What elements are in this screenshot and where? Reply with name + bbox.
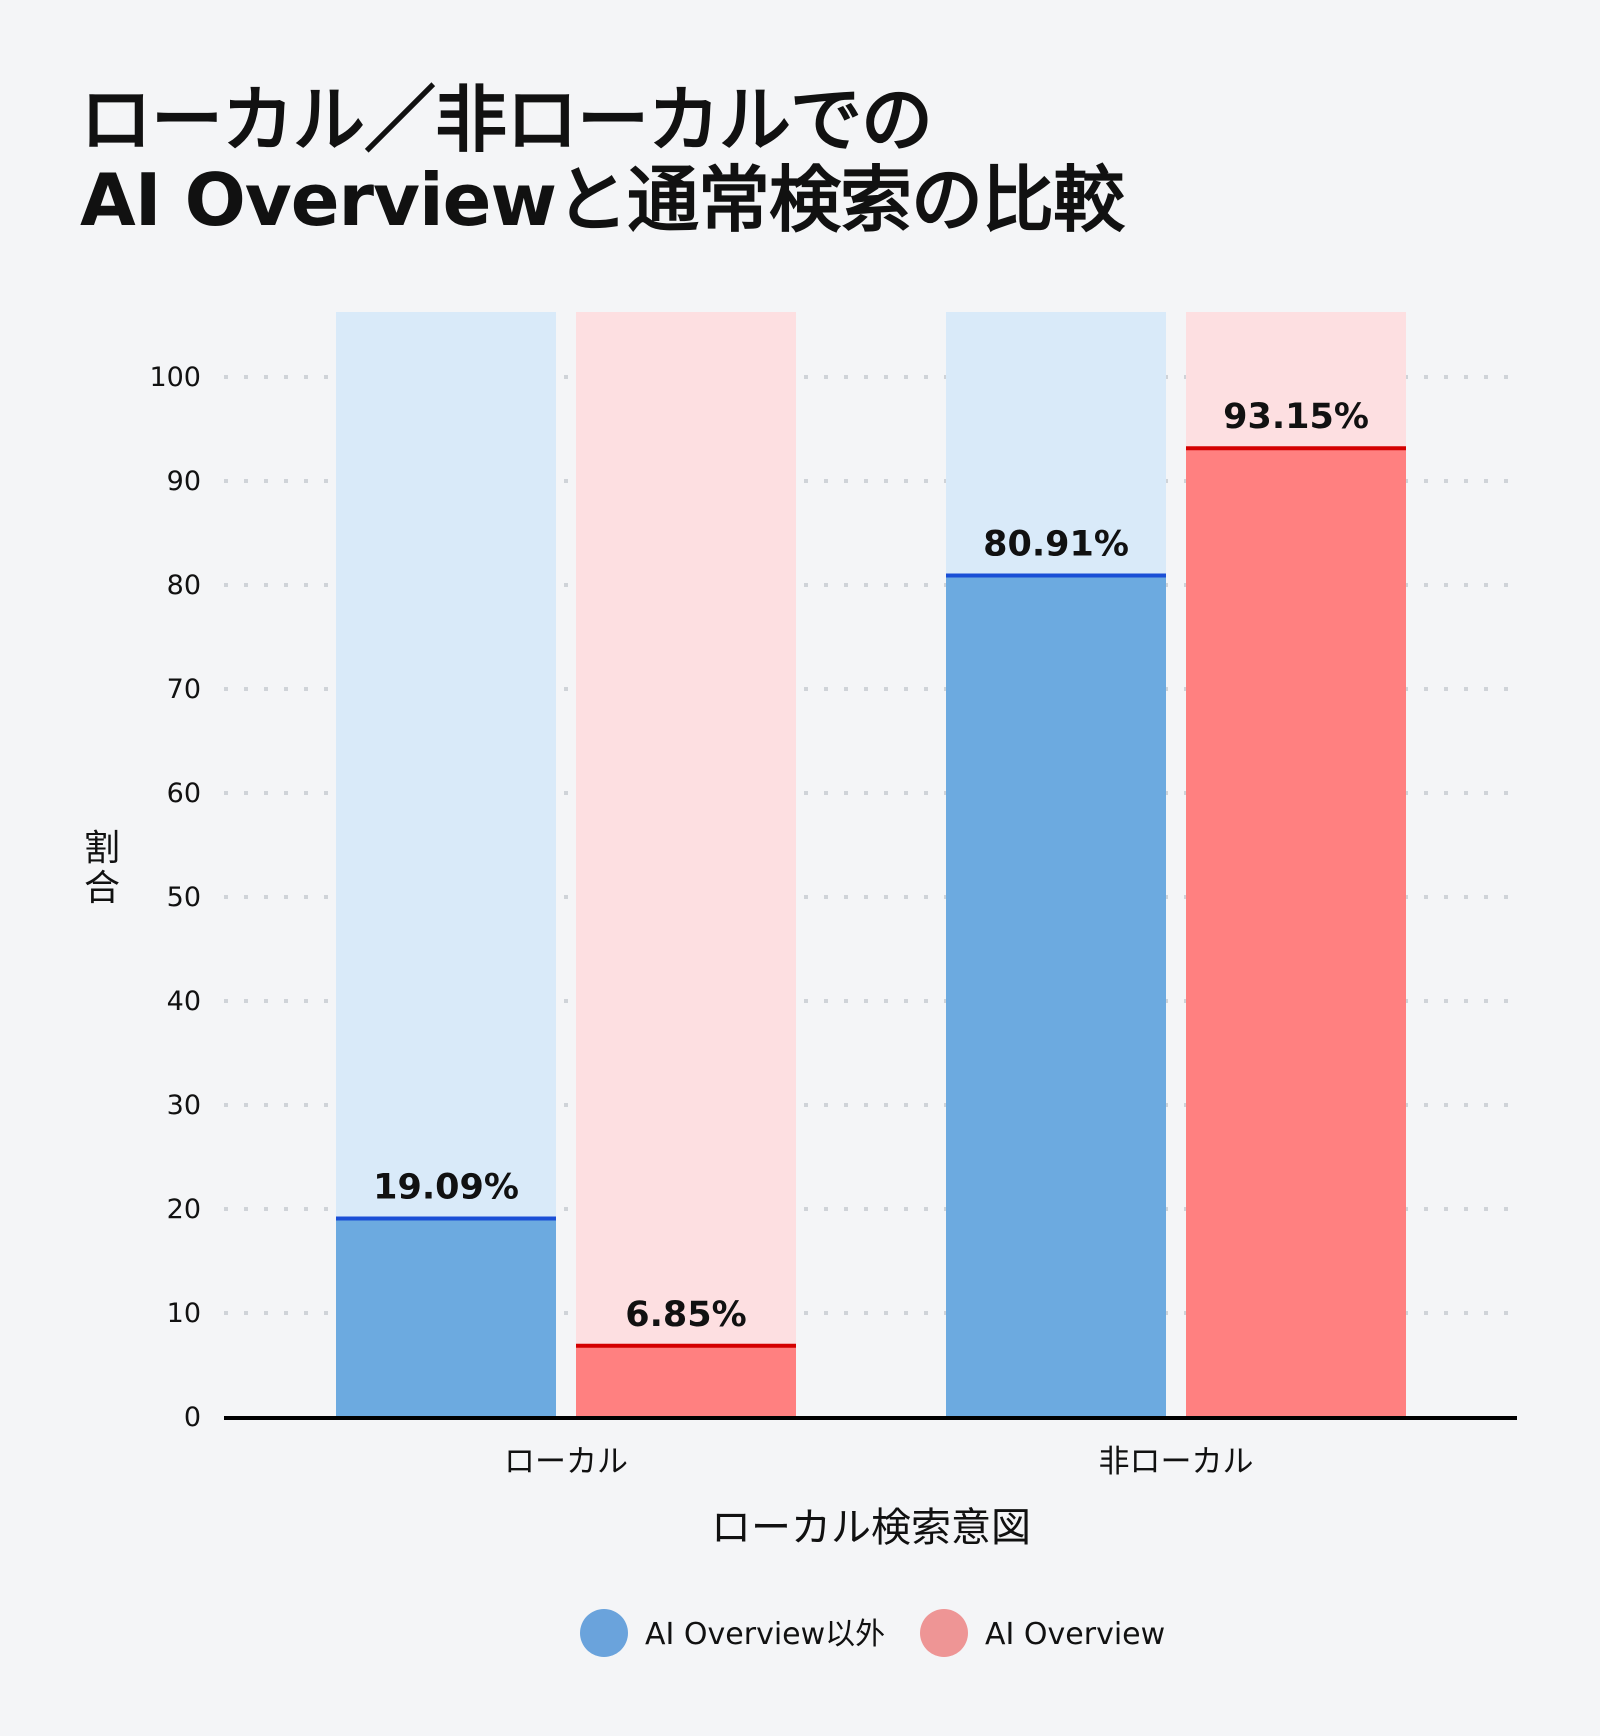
- bar: [336, 1218, 556, 1417]
- y-tick-label: 0: [184, 1402, 201, 1433]
- legend-marker: [580, 1609, 628, 1657]
- legend-marker: [920, 1609, 968, 1657]
- bar: [1186, 448, 1406, 1417]
- y-tick-label: 100: [149, 362, 201, 393]
- y-tick-label: 10: [167, 1298, 201, 1329]
- y-tick-label: 90: [167, 466, 201, 497]
- bar: [576, 1345, 796, 1417]
- y-tick-label: 20: [167, 1194, 201, 1225]
- y-tick-label: 60: [167, 778, 201, 809]
- y-tick-label: 80: [167, 570, 201, 601]
- legend-label: AI Overview: [985, 1617, 1165, 1652]
- data-label: 80.91%: [983, 525, 1129, 565]
- y-tick-label: 40: [167, 986, 201, 1017]
- x-axis-title: ローカル検索意図: [711, 1505, 1031, 1551]
- y-tick-label: 70: [167, 674, 201, 705]
- bar-track: [576, 312, 796, 1417]
- data-label: 19.09%: [373, 1167, 519, 1207]
- x-tick-label: 非ローカル: [1099, 1444, 1254, 1480]
- legend-label: AI Overview以外: [645, 1617, 885, 1652]
- y-axis-label: 割合: [84, 828, 120, 909]
- y-tick-label: 50: [167, 882, 201, 913]
- chart-title-line-1: ローカル／非ローカルでの: [80, 78, 933, 162]
- y-tick-label: 30: [167, 1090, 201, 1121]
- data-label: 93.15%: [1223, 397, 1369, 437]
- chart-title: ローカル／非ローカルでの AI Overviewと通常検索の比較: [80, 78, 1125, 242]
- bar: [946, 575, 1166, 1417]
- data-label: 6.85%: [625, 1295, 746, 1335]
- chart-title-line-2: AI Overviewと通常検索の比較: [80, 158, 1125, 242]
- x-tick-label: ローカル: [504, 1444, 628, 1480]
